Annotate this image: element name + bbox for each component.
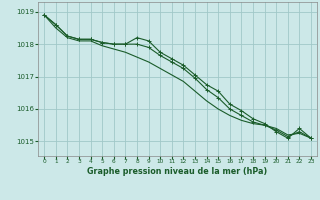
X-axis label: Graphe pression niveau de la mer (hPa): Graphe pression niveau de la mer (hPa) [87, 167, 268, 176]
